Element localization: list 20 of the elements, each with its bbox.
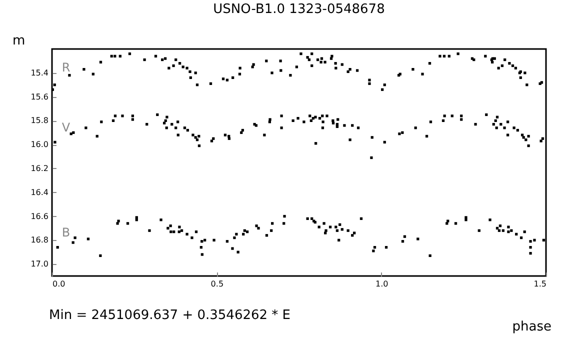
x-tick-label: 1.0 <box>375 280 388 288</box>
x-tick-label: 0.0 <box>52 280 66 288</box>
series-label: V <box>62 120 71 135</box>
series-label: R <box>62 60 70 74</box>
series-label: B <box>62 226 70 240</box>
y-axis-title: m <box>12 34 26 48</box>
x-axis-title: phase <box>512 320 552 334</box>
y-tick-label: 16.0 <box>30 140 48 150</box>
y-tick-label: 15.8 <box>30 116 48 126</box>
y-tick-label: 15.4 <box>30 68 48 78</box>
y-tick-label: 16.2 <box>30 164 48 173</box>
x-tick-label: 1.5 <box>534 280 546 288</box>
y-tick-label: 16.6 <box>30 212 48 221</box>
y-tick-label: 16.8 <box>30 236 48 245</box>
y-tick-label: 15.6 <box>30 92 48 102</box>
chart-title: USNO-B1.0 1323-0548678 <box>213 2 385 17</box>
text: Min = 2451069.637 + 0.3546262 * E <box>49 308 291 323</box>
y-tick-label: 16.4 <box>30 188 48 197</box>
x-tick-label: 0.5 <box>210 280 224 288</box>
y-tick-label: 17.0 <box>30 260 48 269</box>
